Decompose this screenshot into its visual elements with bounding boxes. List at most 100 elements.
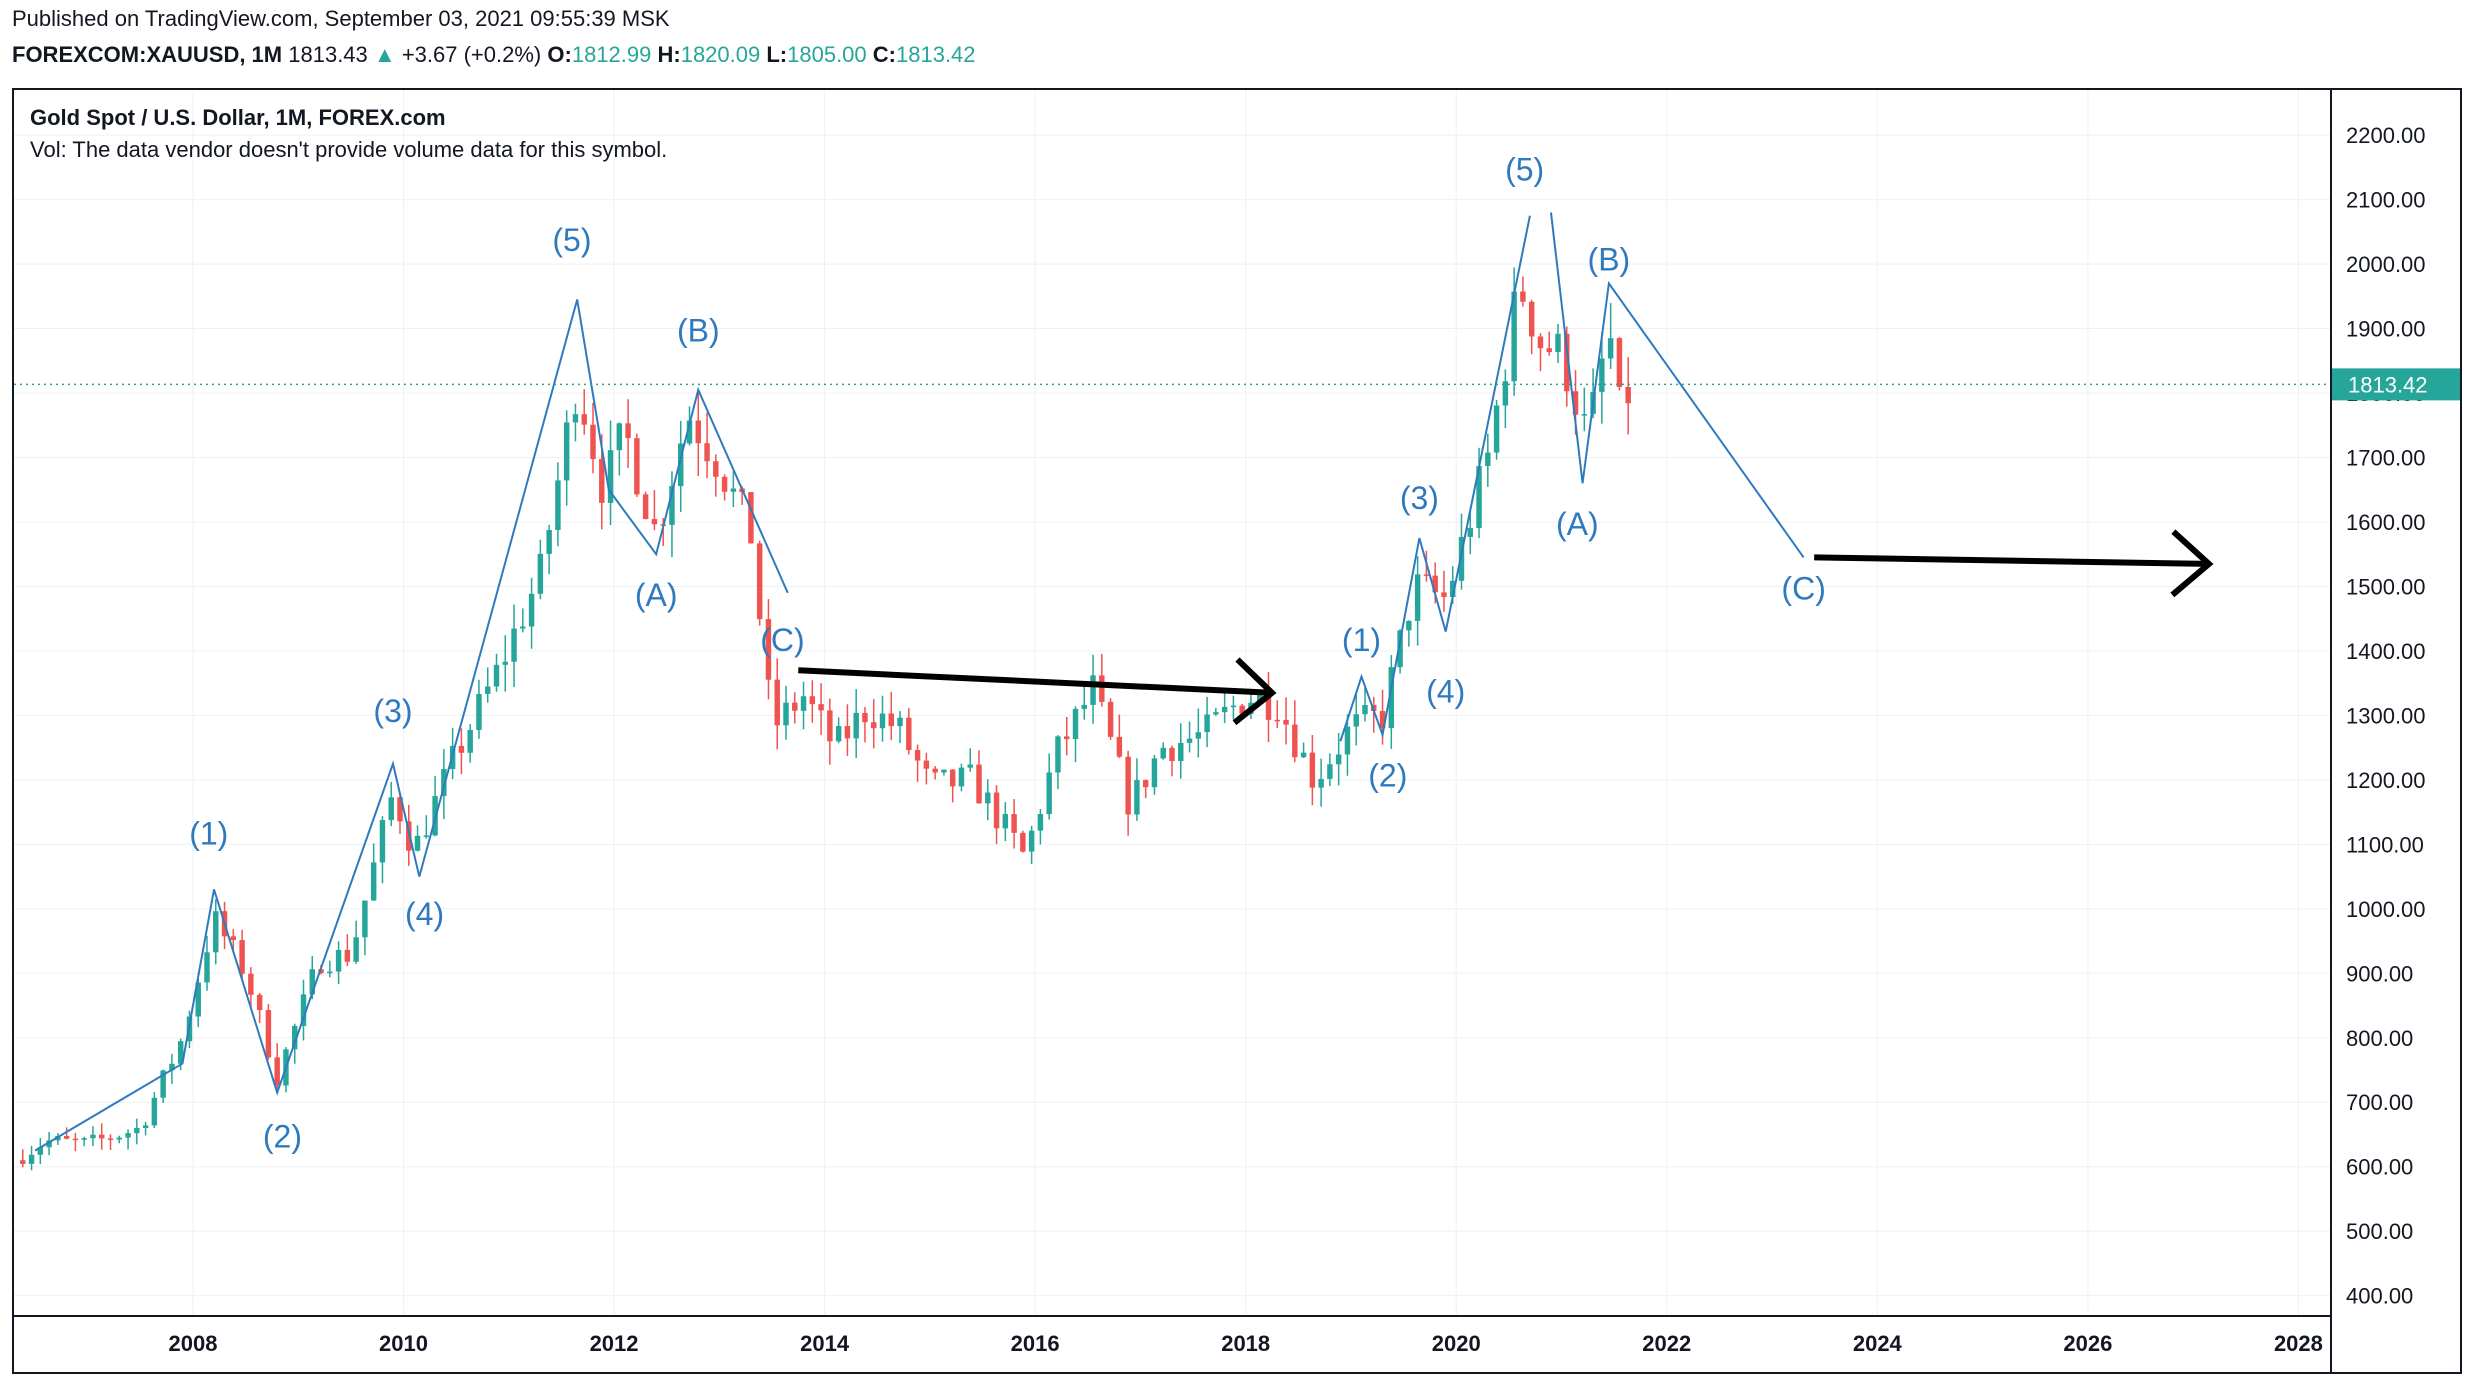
candle-body — [1309, 752, 1316, 788]
candle-body — [800, 696, 807, 711]
x-tick-label: 2014 — [800, 1331, 850, 1356]
candle-body — [423, 835, 430, 837]
x-tick-label: 2018 — [1221, 1331, 1270, 1356]
published-line: Published on TradingView.com, September … — [12, 6, 670, 31]
candle-body — [1090, 675, 1096, 705]
horizontal-arrow-2013[interactable] — [798, 667, 1273, 696]
candle-body — [1160, 747, 1166, 759]
candle-body — [748, 492, 754, 544]
wave-lines — [34, 212, 1805, 1152]
chart-frame[interactable]: 400.00 500.00 600.00 700.00 800.00 900.00 1000… — [12, 88, 2462, 1374]
candle-body — [1493, 405, 1500, 453]
candle-body — [1353, 714, 1359, 727]
candle-body — [932, 768, 938, 773]
x-tick-label: 2016 — [1011, 1331, 1060, 1356]
candle-body — [37, 1147, 44, 1155]
candle-body — [765, 619, 772, 680]
wave-line-projection[interactable] — [1549, 212, 1805, 559]
candle-body — [976, 764, 982, 804]
y-tick-label: 1200.00 — [2346, 768, 2426, 793]
candle-body — [335, 949, 342, 972]
candle-body — [1555, 333, 1561, 353]
grid — [14, 90, 2330, 1315]
horizontal-arrow-2013-head[interactable] — [1232, 657, 1277, 726]
candle-body — [713, 461, 719, 477]
candle-body — [546, 529, 552, 554]
x-tick-label: 2024 — [1853, 1331, 1903, 1356]
candle-body — [213, 911, 219, 953]
candle-body — [300, 994, 307, 1026]
candle-body — [818, 704, 824, 711]
candle-body — [1125, 756, 1131, 815]
candle-body — [871, 722, 877, 729]
candle-body — [1362, 704, 1368, 715]
candle-body — [730, 488, 737, 492]
candle-body — [256, 994, 263, 1011]
candle-body — [177, 1041, 184, 1064]
candle-body — [1520, 291, 1526, 302]
candle-body — [493, 664, 500, 687]
candle-body — [1020, 832, 1026, 852]
candle-body — [678, 443, 684, 487]
candle-body — [1204, 714, 1210, 733]
candle-body — [958, 767, 965, 787]
candle-body — [90, 1134, 96, 1139]
candle-body — [1450, 580, 1456, 597]
candle-body — [169, 1063, 175, 1071]
candle-body — [353, 937, 359, 962]
candle-body — [1432, 575, 1438, 593]
candle-body — [1318, 778, 1324, 788]
wave-label: (B) — [1588, 242, 1631, 278]
y-tick-label: 1500.00 — [2346, 574, 2426, 599]
candle-body — [134, 1128, 140, 1134]
wave-label: (C) — [1781, 570, 1825, 606]
candle-body — [993, 792, 1000, 829]
y-tick-label: 900.00 — [2346, 961, 2413, 986]
wave-label: (A) — [635, 577, 678, 613]
y-tick-label: 2100.00 — [2346, 188, 2426, 213]
y-tick-label: 1000.00 — [2346, 897, 2426, 922]
horizontal-arrow-2023[interactable] — [1814, 554, 2209, 567]
candle-body — [1046, 772, 1052, 815]
wave-label: (C) — [760, 622, 804, 658]
y-tick-label: 500.00 — [2346, 1219, 2413, 1244]
candle-body — [309, 969, 315, 995]
change-value: +3.67 (+0.2%) — [401, 42, 542, 67]
candle-body — [511, 628, 517, 662]
y-tick-label: 1700.00 — [2346, 446, 2426, 471]
candle-body — [274, 1057, 280, 1086]
x-tick-label: 2008 — [168, 1331, 217, 1356]
candle-body — [72, 1138, 79, 1141]
symbol[interactable]: FOREXCOM:XAUUSD, 1M — [12, 42, 283, 67]
candle-body — [651, 519, 658, 525]
candle-body — [327, 971, 333, 974]
open-label: O: — [547, 42, 572, 67]
candle-body — [985, 792, 991, 804]
wave-line-weekly-swing[interactable] — [34, 299, 789, 1152]
candle-body — [1151, 758, 1158, 788]
candle-body — [46, 1140, 52, 1148]
candle-body — [1546, 348, 1552, 353]
candle-body — [528, 593, 535, 627]
horizontal-arrow-2023-head[interactable] — [2170, 529, 2214, 598]
candle-body — [1099, 675, 1105, 702]
legend-title: Gold Spot / U.S. Dollar, 1M, FOREX.com — [30, 105, 446, 130]
candle-body — [923, 760, 930, 769]
candle-body — [502, 661, 508, 665]
candle-body — [1028, 830, 1035, 852]
candle-body — [844, 726, 851, 739]
candle-body — [467, 729, 473, 753]
quote-line: FOREXCOM:XAUUSD, 1M 1813.43 ▲ +3.67 (+0.… — [12, 42, 976, 68]
candle-body — [1265, 693, 1272, 720]
price-chart[interactable]: 400.00 500.00 600.00 700.00 800.00 900.00 1000… — [14, 90, 2460, 1372]
candle-body — [686, 420, 693, 444]
candle-body — [563, 422, 570, 481]
wave-label: (2) — [263, 1118, 302, 1154]
change-arrow: ▲ — [373, 42, 396, 67]
last-price-tag-label: 1813.42 — [2348, 372, 2428, 397]
candle-body — [1511, 291, 1517, 382]
wave-line-2019-swing[interactable] — [1339, 215, 1531, 742]
y-tick-label: 1900.00 — [2346, 317, 2426, 342]
candle-body — [1107, 701, 1114, 737]
candle-body — [1292, 724, 1298, 758]
